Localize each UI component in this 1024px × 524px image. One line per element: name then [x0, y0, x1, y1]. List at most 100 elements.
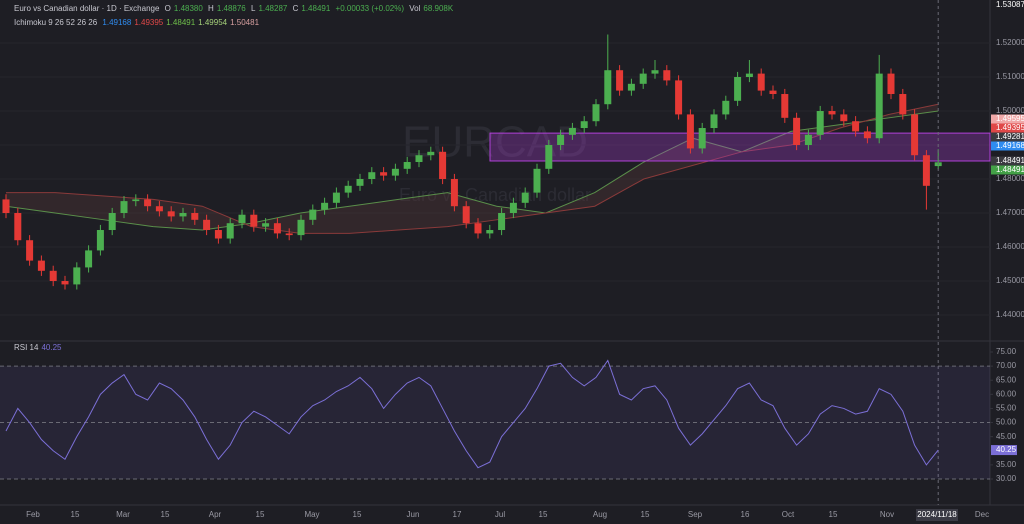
x-tick-label: Sep: [688, 510, 703, 519]
candle-body: [498, 213, 506, 231]
candle-body: [769, 90, 777, 95]
candle-body: [108, 213, 116, 231]
indicator-value: 1.49395: [134, 18, 164, 27]
candle-body: [592, 104, 600, 122]
zone: [489, 132, 991, 162]
y-tick-label: 1.45000: [996, 276, 1024, 285]
y-tick-label: 75.00: [996, 347, 1017, 356]
candle-body: [14, 213, 22, 241]
candle-body: [309, 209, 317, 220]
high: 1.48876: [216, 4, 246, 13]
x-tick-label: May: [304, 510, 319, 519]
low: 1.48287: [258, 4, 288, 13]
rsi-row: RSI 14 40.25: [14, 343, 65, 352]
candle-body: [462, 206, 470, 224]
x-tick-label: 15: [641, 510, 650, 519]
y-tick-label: 65.00: [996, 375, 1017, 384]
watermark: EURCAD: [402, 118, 588, 167]
open: 1.48380: [173, 4, 203, 13]
x-tick-label: Jul: [495, 510, 505, 519]
candle-body: [427, 151, 435, 156]
candle-body: [167, 211, 175, 217]
candle-body: [533, 168, 541, 193]
y-tick-label: 1.51000: [996, 72, 1024, 81]
rsi-name: RSI 14: [14, 343, 39, 352]
rsi-line: [5, 359, 939, 469]
x-tick-label: 15: [829, 510, 838, 519]
candle-body: [391, 168, 399, 176]
price-label: 1.49595: [996, 114, 1024, 123]
candle-body: [887, 73, 895, 95]
candle-body: [144, 199, 152, 207]
rsi-value: 40.25: [41, 343, 62, 352]
price-label-bg: [991, 165, 1024, 175]
candle-body: [781, 94, 789, 118]
close: 1.48491: [301, 4, 331, 13]
candle-body: [37, 260, 45, 271]
y-tick-label: 55.00: [996, 404, 1017, 413]
indicator-value: 1.49954: [198, 18, 228, 27]
x-tick-label: Feb: [26, 510, 40, 519]
y-tick-label: 50.00: [996, 418, 1017, 427]
candle-body: [285, 233, 293, 236]
candle-body: [214, 230, 222, 239]
y-tick-label: 1.50000: [996, 106, 1024, 115]
candle-body: [85, 250, 93, 268]
volume: 68.908K: [423, 4, 454, 13]
candle-body: [155, 206, 163, 212]
span-a: [5, 110, 939, 231]
price-label-bg: [991, 114, 1024, 124]
candle-body: [238, 214, 246, 224]
watermark-sub: Euro vs Canadian dollar: [399, 185, 591, 205]
x-tick-label: 16: [741, 510, 750, 519]
candle-body: [2, 199, 10, 214]
candle-body: [96, 230, 104, 251]
x-tick-label: Oct: [782, 510, 795, 519]
y-tick-label: 1.46000: [996, 242, 1024, 251]
candle-body: [439, 151, 447, 180]
candle-body: [273, 223, 281, 234]
x-tick-label: 15: [161, 510, 170, 519]
price-label: 1.48491: [996, 165, 1024, 174]
candle-body: [356, 179, 364, 186]
candle-body: [604, 70, 612, 105]
y-tick-label: 1.44000: [996, 310, 1024, 319]
candle-body: [521, 192, 529, 203]
c-label: C: [292, 4, 299, 13]
candle-body: [734, 77, 742, 101]
price-label: 1.49168: [996, 141, 1024, 150]
candle-body: [686, 114, 694, 149]
candle-body: [651, 70, 659, 74]
candle-body: [203, 219, 211, 231]
price-label-bg: [991, 0, 1024, 10]
candle-body: [793, 117, 801, 146]
l-label: L: [250, 4, 256, 13]
candle-body: [698, 128, 706, 149]
candle-body: [73, 267, 81, 285]
candle-body: [49, 270, 57, 282]
candle-body: [486, 230, 494, 234]
candle-body: [297, 219, 305, 236]
o-label: O: [164, 4, 171, 13]
price-label: 1.48491: [996, 156, 1024, 165]
x-tick-label: 17: [453, 510, 462, 519]
y-tick-label: 70.00: [996, 361, 1017, 370]
candle-body: [474, 223, 482, 234]
price-label-bg: [991, 141, 1024, 151]
rsi-current: 40.25: [996, 445, 1017, 454]
rsi-label-bg: [991, 445, 1017, 456]
candle-body: [816, 111, 824, 135]
candle-body: [828, 111, 836, 115]
change: +0.00033 (+0.02%): [335, 4, 405, 13]
candle-body: [580, 121, 588, 129]
y-tick-label: 1.47000: [996, 208, 1024, 217]
candle-body: [863, 131, 871, 139]
price-label: 1.49395: [996, 123, 1024, 132]
cloud-fill: [6, 104, 939, 234]
price-label: 1.53087: [996, 0, 1024, 9]
candle-body: [922, 155, 930, 186]
y-tick-label: 1.48000: [996, 174, 1024, 183]
candle-body: [545, 145, 553, 169]
candle-body: [61, 281, 69, 285]
